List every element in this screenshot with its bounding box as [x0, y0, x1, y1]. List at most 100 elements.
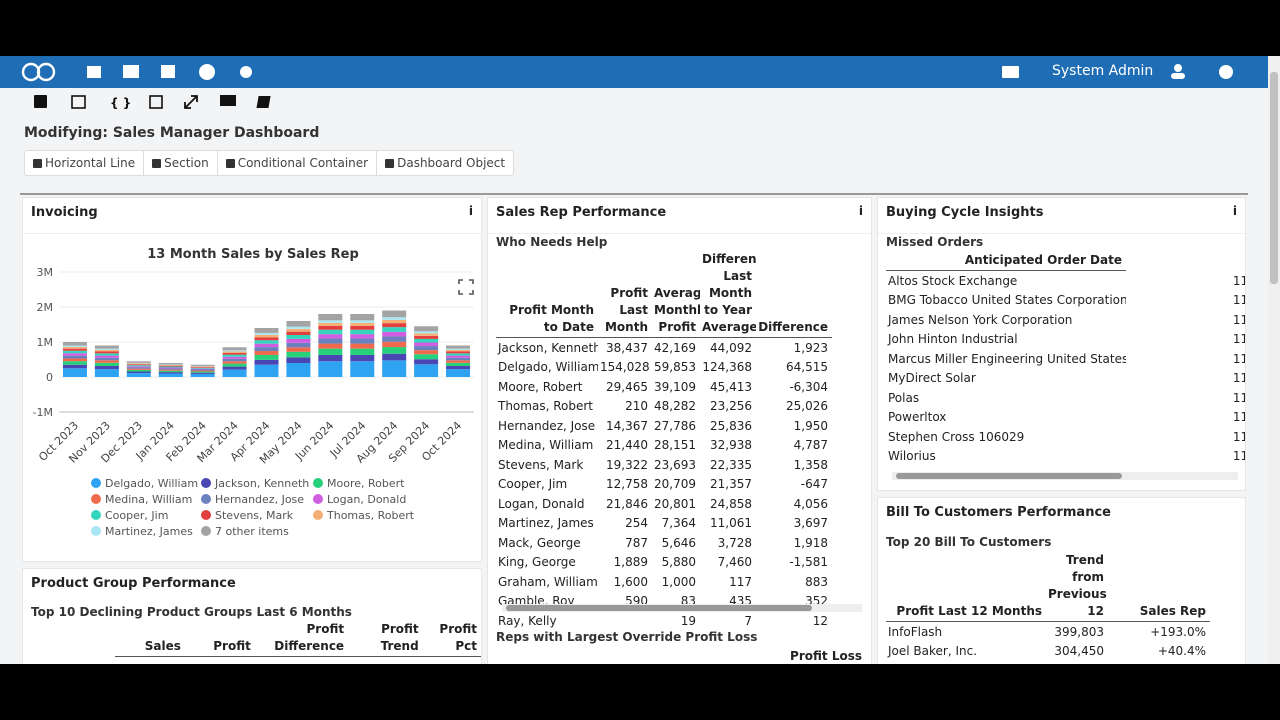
bar-segment [350, 334, 375, 339]
bar-segment [446, 365, 471, 370]
edit-icon[interactable] [71, 95, 86, 109]
table-cell: 11/25/2024 [1232, 410, 1245, 425]
info-button[interactable]: i [858, 204, 863, 218]
legend-label: Medina, William [105, 493, 192, 506]
user-name[interactable]: System Admin [1052, 63, 1154, 79]
header-cell: Profit Last 12 Months [886, 552, 1046, 622]
legend-swatch [201, 510, 211, 520]
bar-segment [254, 328, 279, 333]
settings-icon[interactable] [240, 66, 252, 78]
header-row: Profit Last 12 Months Trend from Previous… [886, 552, 1245, 622]
bar-segment [94, 345, 119, 349]
bar-segment [286, 363, 311, 377]
table-cell: 44,092 [710, 340, 752, 355]
table-cell: BMG Tobacco United States Corporation [888, 293, 1126, 308]
table-cell: 20,801 [654, 496, 696, 511]
bar-segment [94, 355, 119, 358]
book-icon[interactable] [256, 96, 271, 108]
table-cell: 399,803 [1054, 624, 1104, 639]
box-icon[interactable] [149, 95, 163, 109]
table-cell: 38,437 [606, 340, 648, 355]
table-cell: 1,889 [613, 555, 648, 570]
table-row: Moore, Robert 29,465 39,109 45,413 -6,304 [496, 377, 871, 397]
add-button[interactable]: Conditional Container [218, 151, 378, 175]
table-cell: William [1210, 622, 1245, 642]
bar-segment [446, 353, 471, 356]
bar-segment [350, 354, 375, 362]
h-scrollbar[interactable] [502, 604, 862, 612]
who-needs-help-table: Profit Month to Date Profit Last Month Ave… [496, 251, 871, 631]
table-cell: Martinez, James [498, 516, 594, 531]
table-row: Powerltox 11/25/2024 [886, 408, 1245, 428]
bar-segment [190, 368, 215, 370]
bar-segment [126, 366, 151, 368]
bar-segment [286, 342, 311, 348]
app-window: System Admin { } Modifying: Sales Manage… [0, 56, 1280, 664]
table-cell: 5,880 [661, 555, 696, 570]
h-scrollbar[interactable] [892, 472, 1238, 480]
bar-segment [350, 348, 375, 355]
table-row: King, George 1,889 5,880 7,460 -1,581 [496, 553, 871, 573]
table-row: YourSet Tobacco194,844+184.6%William [886, 661, 1245, 665]
bar-segment [158, 373, 183, 377]
table-cell: Graham, William [498, 574, 598, 589]
user-icon[interactable] [1171, 73, 1185, 79]
save-icon[interactable] [34, 95, 47, 108]
table-cell: Mack, George [498, 535, 581, 550]
table-cell: 124,368 [702, 360, 752, 375]
v-scrollbar[interactable] [1268, 56, 1280, 664]
header-cell: Profit Trend [348, 621, 423, 657]
card-icon[interactable] [1002, 66, 1019, 78]
table-cell: 1,918 [793, 535, 828, 550]
table-row: Thomas, Robert 210 48,282 23,256 25,026 [496, 397, 871, 417]
table-row: Altos Stock Exchange 11/25/2024 [886, 271, 1245, 291]
bar-segment [414, 354, 439, 360]
table-row: Stephen Cross 106029 11/25/2024 [886, 427, 1245, 447]
help-icon[interactable] [1219, 65, 1233, 79]
header-row: Sales Profit Profit Difference Profit Trend… [115, 621, 481, 657]
info-button[interactable]: i [1232, 204, 1237, 218]
table-row: MyDirect Solar 11/25/2024 [886, 369, 1245, 389]
grid-icon[interactable] [87, 66, 101, 78]
table-cell: 11,061 [710, 516, 752, 531]
bar-segment [190, 369, 215, 371]
add-button[interactable]: Dashboard Object [377, 151, 513, 175]
bar-segment [62, 355, 87, 359]
table-cell: 1,950 [793, 418, 828, 433]
info-button[interactable]: i [468, 204, 473, 218]
bar-segment [254, 354, 279, 360]
archive-icon[interactable] [161, 65, 175, 78]
header-cell: Profit Difference [254, 621, 349, 657]
legend-label: Jackson, Kenneth [214, 477, 309, 490]
table-cell: 22,335 [710, 457, 752, 472]
window-icon[interactable] [123, 65, 139, 78]
table-cell: 11/25/2024 [1232, 429, 1245, 444]
legend-label: Delgado, William [105, 477, 198, 490]
cubes-icon[interactable] [199, 64, 215, 80]
table-cell: 59,853 [654, 360, 696, 375]
toolbar: { } [34, 95, 271, 110]
monitor-icon[interactable] [220, 95, 236, 106]
button-label: Conditional Container [237, 156, 369, 170]
panel-title: Product Group Performance [31, 576, 236, 591]
table-cell: 1,358 [793, 457, 828, 472]
table-cell: Logan, Donald [498, 496, 585, 511]
bar-segment [318, 361, 343, 377]
bar-segment [222, 352, 247, 355]
add-button[interactable]: Horizontal Line [25, 151, 145, 175]
bar-segment [350, 322, 375, 326]
table-cell: 64,515 [786, 360, 828, 375]
bar-segment [286, 331, 311, 335]
expand-icon[interactable] [184, 95, 198, 109]
table-cell: +40.4% [1157, 644, 1206, 659]
bar-segment [222, 361, 247, 364]
code-icon[interactable]: { } [110, 96, 131, 110]
sales-rep-panel: Sales Rep Performance i Who Needs Help P… [487, 197, 872, 664]
bar-segment [222, 356, 247, 359]
bar-segment [254, 347, 279, 352]
bar-segment [94, 351, 119, 354]
table-cell: 21,440 [606, 438, 648, 453]
bar-segment [414, 350, 439, 355]
add-button[interactable]: Section [144, 151, 218, 175]
